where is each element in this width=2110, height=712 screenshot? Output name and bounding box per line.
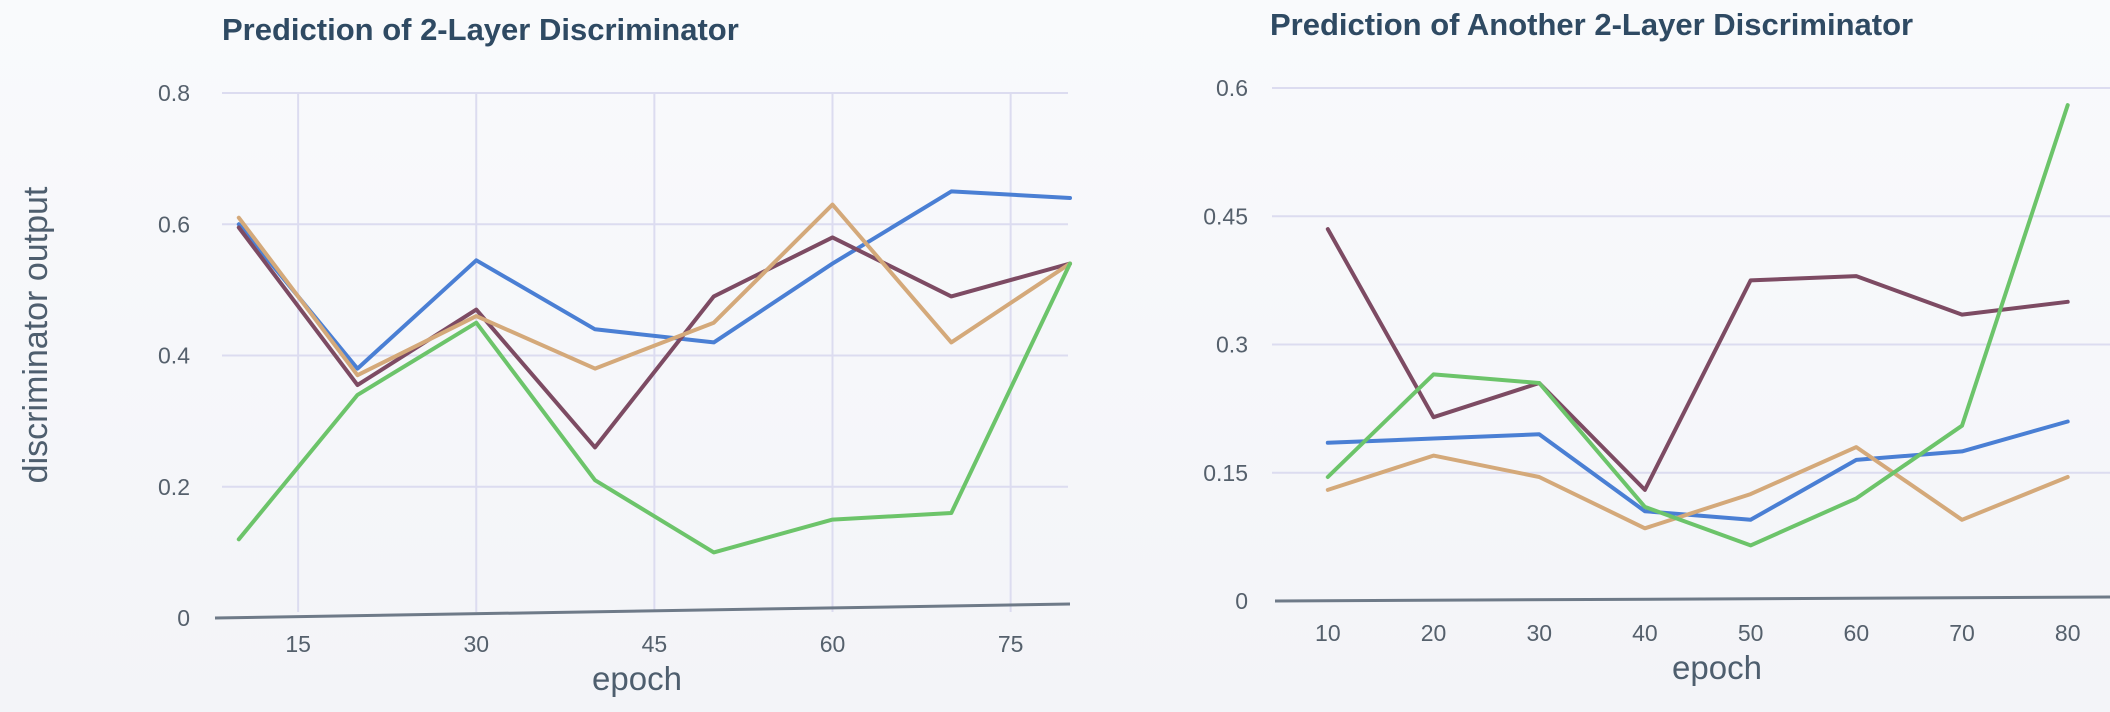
left-chart-y-tick-label: 0.2 (158, 474, 190, 500)
left-chart-series-line-1 (236, 189, 1072, 371)
right-chart-series-line-1 (1325, 419, 2070, 522)
right-chart-x-tick-label: 20 (1421, 620, 1447, 646)
right-chart-x-axis (1274, 595, 2110, 603)
right-chart-y-tick-label: 0.3 (1216, 332, 1248, 358)
right-chart-x-tick-label: 50 (1738, 620, 1764, 646)
right-chart-y-tick-label: 0.45 (1203, 203, 1248, 229)
left-chart-x-tick-label: 15 (285, 631, 311, 657)
right-chart: Prediction of Another 2-Layer Discrimina… (1203, 7, 2110, 686)
right-chart-y-tick-label: 0.15 (1203, 460, 1248, 486)
right-chart-x-axis-label: epoch (1672, 649, 1762, 686)
right-chart-x-tick-label: 70 (1949, 620, 1975, 646)
left-chart-y-tick-label: 0.6 (158, 211, 190, 237)
right-chart-x-tick-label: 10 (1315, 620, 1341, 646)
right-chart-y-tick-label: 0.6 (1216, 75, 1248, 101)
right-chart-series-line-3 (1325, 445, 2070, 531)
right-chart-series-line-4 (1325, 103, 2070, 548)
left-chart-title: Prediction of 2-Layer Discriminator (222, 12, 739, 47)
right-chart-series-line-2 (1325, 227, 2070, 492)
right-chart-x-tick-label: 40 (1632, 620, 1658, 646)
y-axis-label: discriminator output (17, 186, 55, 483)
left-chart-series-line-2 (236, 225, 1072, 450)
left-chart-y-tick-label: 0.4 (158, 343, 190, 369)
left-chart-x-tick-label: 45 (642, 631, 668, 657)
right-chart-y-tick-label: 0 (1235, 588, 1248, 614)
left-chart-x-tick-label: 75 (998, 631, 1024, 657)
right-chart-x-tick-label: 60 (1844, 620, 1870, 646)
right-chart-x-tick-label: 30 (1526, 620, 1552, 646)
left-chart: Prediction of 2-Layer Discriminator 0 0.2… (158, 12, 1072, 697)
left-chart-x-tick-label: 30 (463, 631, 489, 657)
left-chart-y-tick-label: 0.8 (158, 80, 190, 106)
left-chart-x-axis-label: epoch (592, 660, 682, 697)
right-chart-x-tick-label: 80 (2055, 620, 2081, 646)
left-chart-x-axis (214, 602, 1071, 620)
left-chart-x-tick-label: 60 (820, 631, 846, 657)
left-chart-y-tick-label: 0 (177, 605, 190, 631)
left-chart-series-line-3 (236, 202, 1072, 378)
left-chart-series-line-4 (236, 261, 1072, 555)
right-chart-title: Prediction of Another 2-Layer Discrimina… (1270, 7, 1913, 42)
